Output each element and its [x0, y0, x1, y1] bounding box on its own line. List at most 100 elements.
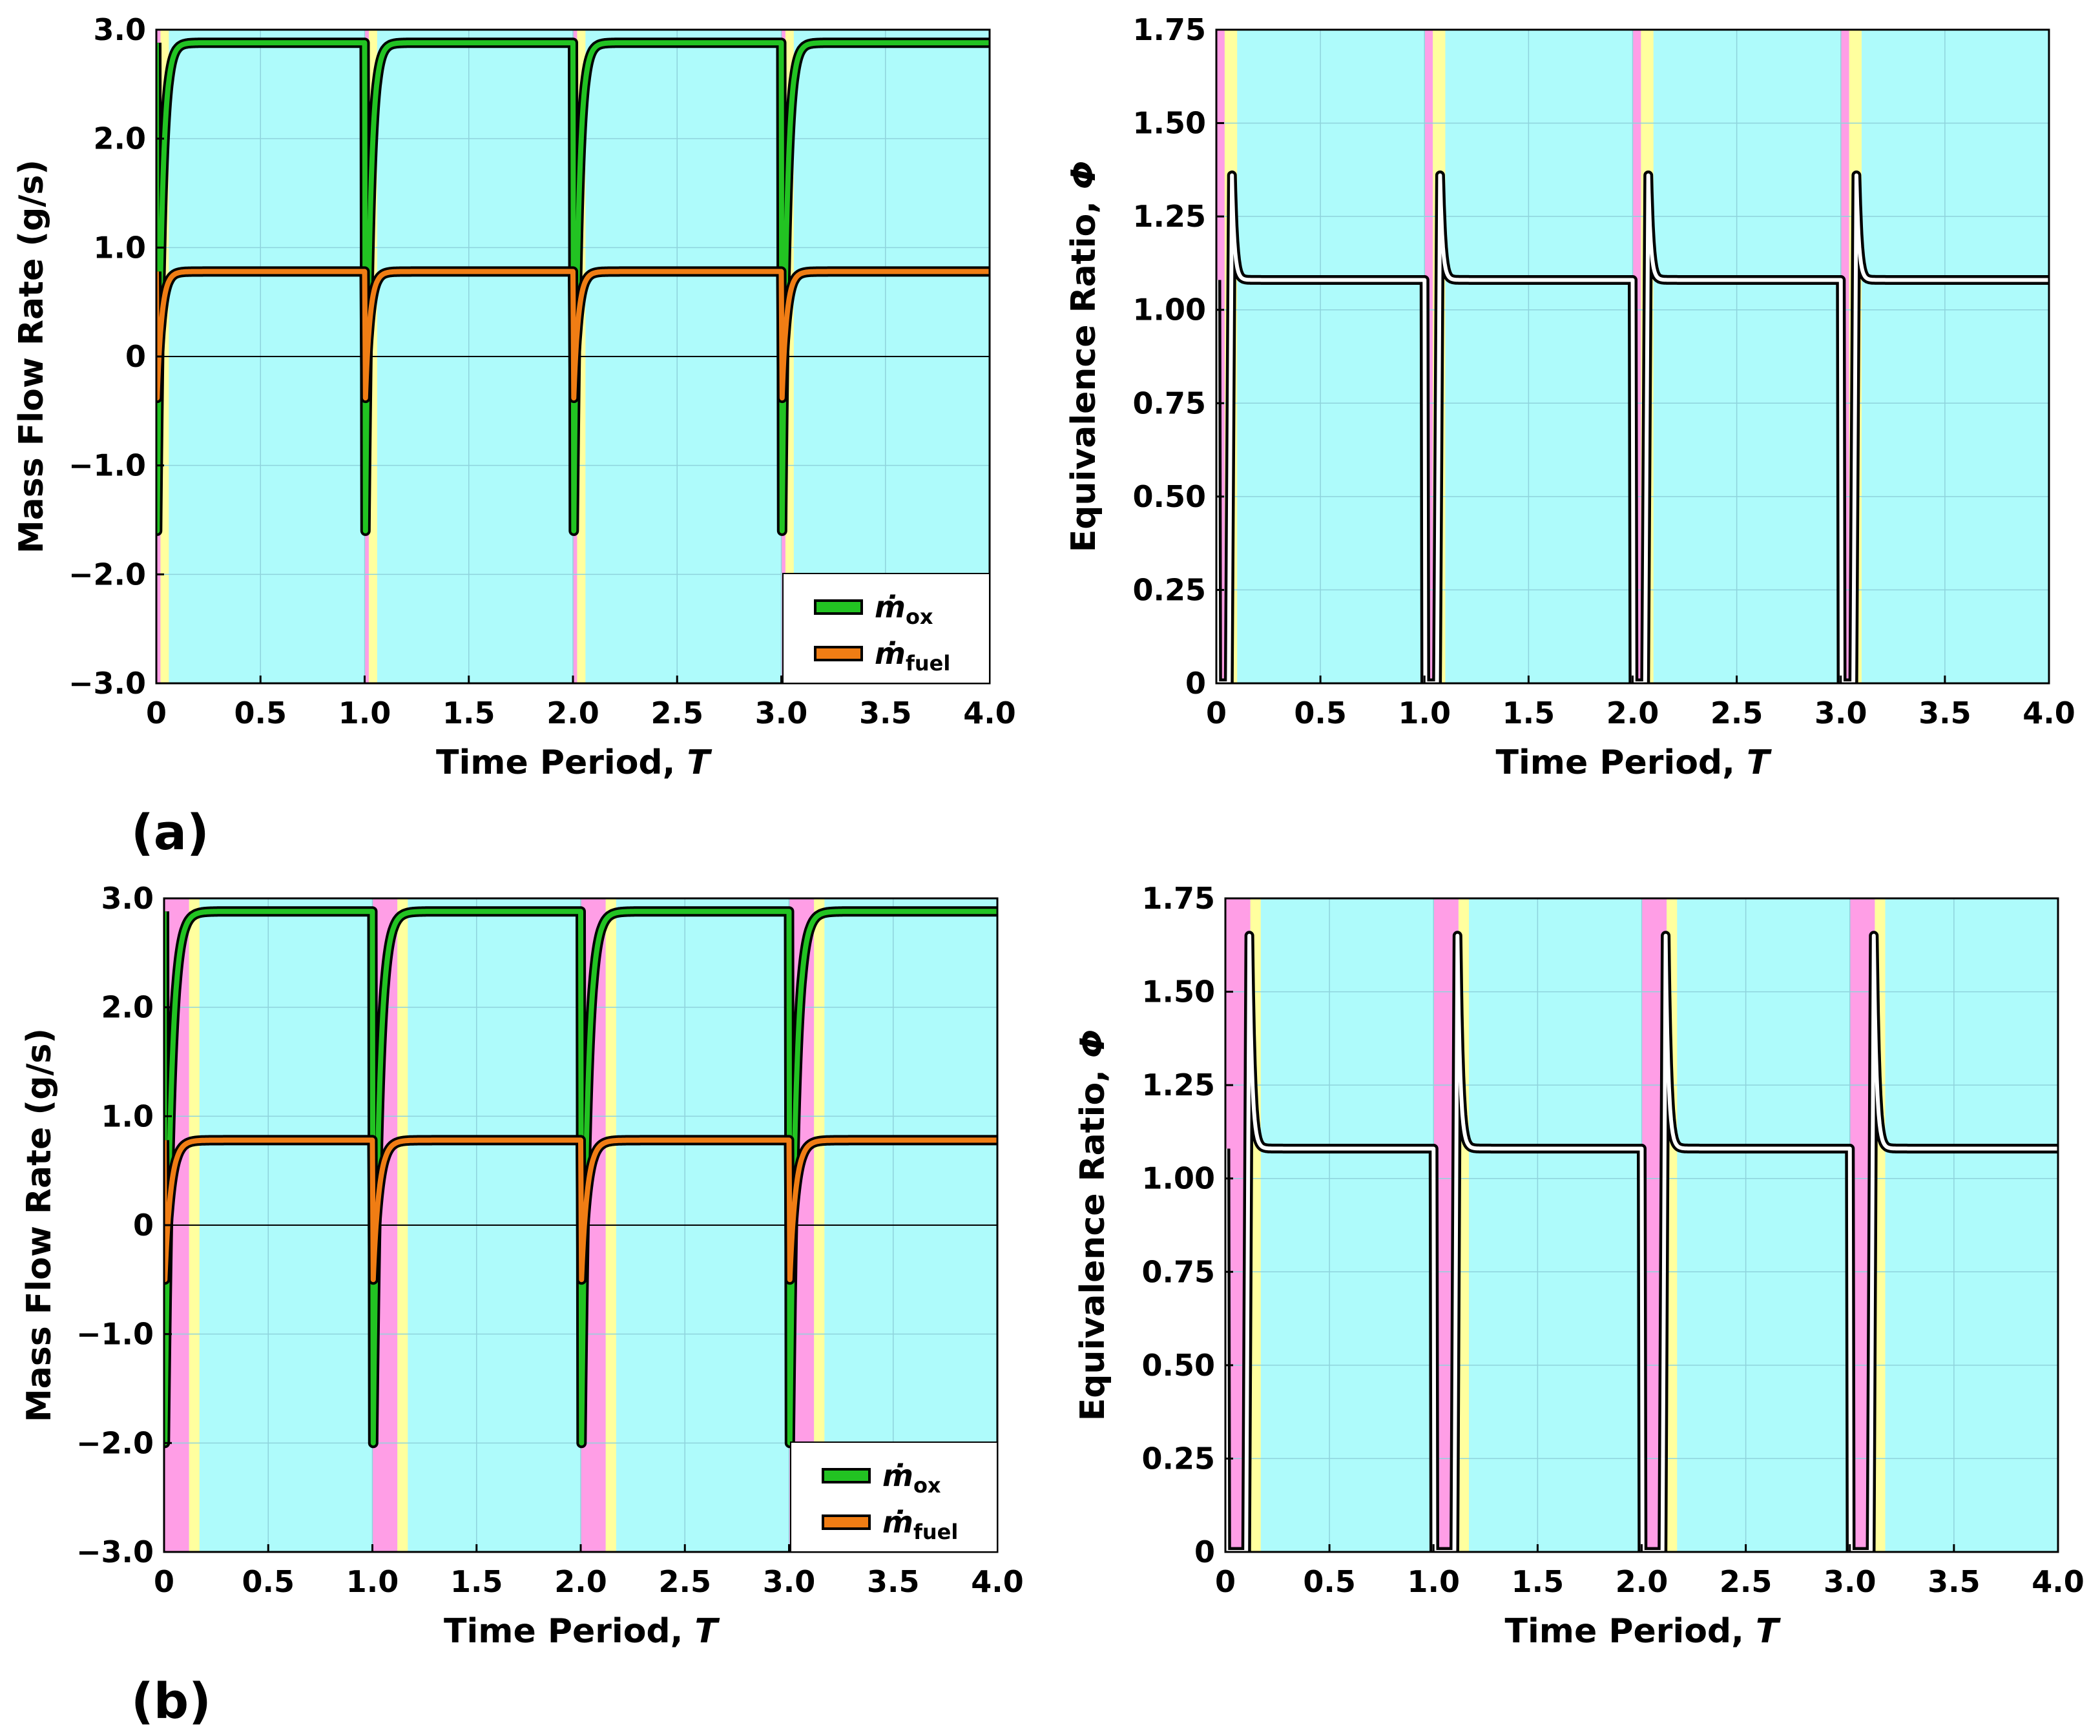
x-tick-label: 1.5: [1502, 696, 1555, 730]
y-tick-label: −3.0: [76, 1534, 154, 1569]
x-tick-label: 3.5: [1918, 696, 1971, 730]
chart-b-right: 0 0.5 1.0 1.5 2.0 2.5 3.0 3.5 4.0 0 0.25 0.50 0.75 1.…: [1074, 881, 2084, 1651]
x-axis-title-var: T: [687, 743, 712, 782]
y-tick-label: 3.0: [101, 881, 154, 916]
x-axis-title-main: Time Period,: [1505, 1612, 1756, 1651]
legend-label-fuel: ṁfuel: [882, 1505, 958, 1544]
x-tick-label: 2.5: [1720, 1564, 1773, 1599]
chart-a-right: 0 0.5 1.0 1.5 2.0 2.5 3.0 3.5 4.0 0 0.25 0.50 0.75 1.…: [1065, 12, 2075, 782]
series-group: [156, 37, 990, 536]
mdot-fuel-line: [164, 1137, 997, 1283]
panel-label-a: (a): [131, 803, 209, 861]
x-tick-label: 1.0: [1408, 1564, 1461, 1599]
x-tick-label: 1.5: [442, 696, 495, 730]
x-tick-label: 2.0: [1616, 1564, 1669, 1599]
legend-subscript: ox: [906, 604, 933, 629]
y-tick-label: 2.0: [94, 121, 147, 156]
phi-line: [1225, 933, 2058, 1552]
y-tick-label: 1.00: [1133, 293, 1207, 327]
x-tick-label: 1.5: [1512, 1564, 1565, 1599]
x-tick-label: 2.0: [1606, 696, 1659, 730]
legend-swatch: [814, 599, 863, 615]
y-tick-label: 1.25: [1133, 199, 1207, 234]
x-axis-title-main: Time Period,: [436, 743, 687, 782]
y-tick-label: 1.75: [1142, 881, 1216, 916]
chart-a-left: 0 0.5 1.0 1.5 2.0 2.5 3.0 3.5 4.0 −3.0 −2.0 −1.0 0 1.…: [12, 12, 1016, 782]
y-tick-label: 0: [1185, 666, 1206, 701]
x-axis-title-main: Time Period,: [444, 1612, 695, 1651]
y-tick-label: 1.25: [1142, 1068, 1216, 1102]
phi-line: [1216, 173, 2049, 683]
x-tick-label: 3.5: [859, 696, 912, 730]
y-tick-label: 1.0: [94, 230, 147, 265]
x-tick-label: 1.0: [1398, 696, 1451, 730]
y-tick-label: 0.50: [1142, 1348, 1216, 1383]
y-tick-label: −1.0: [68, 448, 146, 483]
y-tick-label: −1.0: [76, 1317, 154, 1352]
x-axis-title-var: T: [695, 1612, 720, 1651]
series-group: [1216, 170, 2049, 683]
y-tick-label: 1.0: [101, 1099, 154, 1133]
x-tick-label: 0.5: [1303, 1564, 1356, 1599]
legend-symbol: ṁ: [882, 1505, 913, 1540]
y-axis-title: Equivalence Ratio, Φ: [1074, 1029, 1112, 1421]
x-tick-label: 3.5: [1928, 1564, 1980, 1599]
x-tick-label: 0: [154, 1564, 174, 1599]
y-axis-title: Mass Flow Rate (g/s): [12, 160, 51, 553]
x-tick-label: 1.0: [338, 696, 391, 730]
y-tick-label: −3.0: [68, 666, 146, 701]
legend-label-ox: ṁox: [882, 1458, 941, 1498]
y-tick-label: 2.0: [101, 990, 154, 1025]
y-tick-label: −2.0: [68, 557, 146, 592]
x-axis-title-main: Time Period,: [1496, 743, 1747, 782]
y-tick-label: 0: [133, 1208, 154, 1243]
y-tick-label: 0.25: [1142, 1441, 1216, 1476]
x-tick-label: 3.0: [1814, 696, 1867, 730]
x-tick-label: 0: [1215, 1564, 1236, 1599]
y-tick-label: 0.50: [1133, 479, 1207, 514]
x-axis-title: Time Period, T: [444, 1612, 720, 1651]
x-tick-label: 0.5: [234, 696, 287, 730]
legend-subscript: fuel: [906, 651, 950, 676]
mdot-ox-line: [164, 909, 997, 1446]
y-axis-title-var: Φ: [1074, 1029, 1112, 1058]
x-tick-label: 3.0: [755, 696, 808, 730]
x-axis-title: Time Period, T: [436, 743, 712, 782]
x-axis-title: Time Period, T: [1496, 743, 1773, 782]
x-tick-label: 1.5: [450, 1564, 503, 1599]
legend-box: [790, 1442, 998, 1553]
y-axis-title: Mass Flow Rate (g/s): [20, 1028, 59, 1422]
x-axis-title: Time Period, T: [1505, 1612, 1782, 1651]
y-tick-label: 0.75: [1133, 386, 1207, 420]
x-tick-label: 2.0: [546, 696, 599, 730]
y-axis-title-main: Equivalence Ratio,: [1074, 1058, 1112, 1421]
legend-box: [782, 573, 990, 684]
y-tick-label: 1.00: [1142, 1161, 1216, 1196]
x-tick-label: 3.0: [1824, 1564, 1876, 1599]
x-tick-label: 2.5: [651, 696, 704, 730]
legend: ṁox ṁfuel: [782, 573, 990, 684]
y-tick-label: 0.25: [1133, 572, 1207, 607]
x-tick-label: 2.0: [554, 1564, 607, 1599]
series-group: [1225, 931, 2058, 1552]
x-tick-label: 4.0: [963, 696, 1016, 730]
legend-subscript: ox: [913, 1473, 941, 1498]
y-tick-label: 0: [125, 339, 146, 374]
x-tick-label: 4.0: [2022, 696, 2075, 730]
x-tick-label: 3.0: [763, 1564, 816, 1599]
legend-subscript: fuel: [913, 1520, 958, 1544]
panel-label-b: (b): [131, 1672, 211, 1730]
x-axis-title-var: T: [1756, 1612, 1781, 1651]
legend-swatch: [822, 1468, 871, 1483]
mdot-ox-line: [156, 40, 990, 533]
x-tick-label: 2.5: [659, 1564, 712, 1599]
x-tick-label: 0.5: [1294, 696, 1347, 730]
legend-symbol: ṁ: [882, 1458, 913, 1493]
legend-symbol: ṁ: [875, 636, 906, 671]
y-axis-title: Equivalence Ratio, Φ: [1065, 161, 1103, 553]
x-tick-label: 0.5: [242, 1564, 295, 1599]
y-tick-label: 0: [1194, 1534, 1215, 1569]
y-axis-title-var: Φ: [1065, 161, 1103, 189]
legend-label-ox: ṁox: [875, 590, 933, 629]
